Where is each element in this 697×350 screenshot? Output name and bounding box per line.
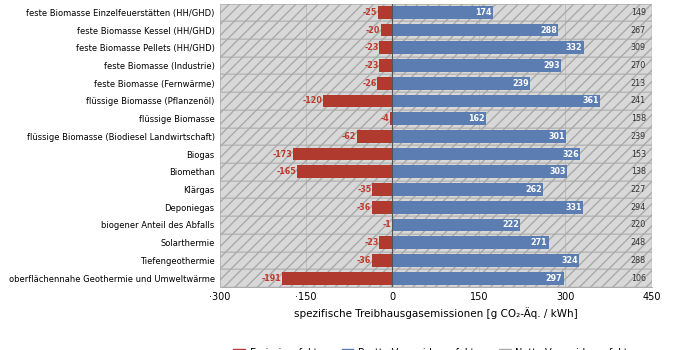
Text: -4: -4 xyxy=(381,114,390,123)
Text: -23: -23 xyxy=(365,238,378,247)
Bar xyxy=(220,163,652,181)
Bar xyxy=(379,41,392,54)
Bar xyxy=(220,4,652,21)
Bar xyxy=(220,75,652,92)
Bar xyxy=(372,254,392,267)
Bar xyxy=(390,112,392,125)
Text: 158: 158 xyxy=(631,114,646,123)
Text: -120: -120 xyxy=(302,97,323,105)
Text: 271: 271 xyxy=(531,238,547,247)
Bar xyxy=(220,269,652,287)
Bar xyxy=(379,59,392,72)
Bar xyxy=(392,148,580,161)
Text: 303: 303 xyxy=(549,167,566,176)
Text: -26: -26 xyxy=(362,79,377,88)
Bar xyxy=(392,41,583,54)
Text: -173: -173 xyxy=(273,149,292,159)
Text: 227: 227 xyxy=(631,185,646,194)
Text: -1: -1 xyxy=(383,220,391,230)
Text: 241: 241 xyxy=(631,97,646,105)
Text: -36: -36 xyxy=(357,203,371,212)
Text: 361: 361 xyxy=(583,97,599,105)
Text: 149: 149 xyxy=(631,8,646,17)
Text: 326: 326 xyxy=(562,149,579,159)
Bar xyxy=(379,236,392,249)
Bar xyxy=(298,166,392,178)
Bar xyxy=(392,94,600,107)
Bar xyxy=(381,24,392,36)
Bar xyxy=(220,216,652,234)
Text: 162: 162 xyxy=(468,114,484,123)
Text: 220: 220 xyxy=(631,220,646,230)
Bar xyxy=(220,127,652,145)
Text: 297: 297 xyxy=(546,274,562,283)
Bar xyxy=(372,183,392,196)
Text: 106: 106 xyxy=(631,274,646,283)
Bar xyxy=(392,130,566,143)
Text: 270: 270 xyxy=(631,61,646,70)
Bar xyxy=(220,21,652,39)
Text: 301: 301 xyxy=(549,132,565,141)
Text: -165: -165 xyxy=(277,167,297,176)
Bar xyxy=(220,92,652,110)
Bar xyxy=(392,59,561,72)
Text: 331: 331 xyxy=(565,203,582,212)
Text: 138: 138 xyxy=(631,167,646,176)
Bar xyxy=(372,201,392,214)
Text: 153: 153 xyxy=(631,149,646,159)
Text: 262: 262 xyxy=(526,185,542,194)
Bar xyxy=(392,6,493,19)
Bar xyxy=(220,181,652,198)
Legend: Emissionsfaktor, Brutto-Vermeidungsfaktor, Netto-Vermeidungsfaktor: Emissionsfaktor, Brutto-Vermeidungsfakto… xyxy=(229,344,642,350)
Text: -35: -35 xyxy=(358,185,372,194)
Bar xyxy=(378,6,392,19)
Bar xyxy=(392,272,564,285)
Text: 213: 213 xyxy=(631,79,646,88)
Bar xyxy=(220,145,652,163)
Text: 239: 239 xyxy=(512,79,529,88)
Text: -25: -25 xyxy=(363,8,378,17)
Text: -20: -20 xyxy=(366,26,381,35)
Text: 267: 267 xyxy=(631,26,646,35)
Bar xyxy=(220,234,652,252)
Bar xyxy=(220,57,652,75)
Text: 309: 309 xyxy=(631,43,646,52)
Text: 294: 294 xyxy=(631,203,646,212)
Bar xyxy=(392,77,530,90)
Text: 222: 222 xyxy=(503,220,519,230)
Bar xyxy=(392,24,558,36)
Bar xyxy=(392,112,486,125)
Text: 332: 332 xyxy=(566,43,583,52)
Text: -36: -36 xyxy=(357,256,371,265)
Text: 293: 293 xyxy=(544,61,560,70)
Bar xyxy=(357,130,392,143)
Text: 288: 288 xyxy=(631,256,646,265)
Text: -23: -23 xyxy=(365,43,378,52)
Text: -62: -62 xyxy=(342,132,356,141)
Bar xyxy=(220,198,652,216)
Bar xyxy=(392,236,549,249)
Bar xyxy=(282,272,392,285)
Bar xyxy=(293,148,392,161)
Text: 174: 174 xyxy=(475,8,491,17)
Bar xyxy=(392,219,521,231)
Bar xyxy=(323,94,392,107)
Text: 239: 239 xyxy=(631,132,646,141)
Bar xyxy=(392,201,583,214)
X-axis label: spezifische Treibhausgasemissionen [g CO₂-Äq. / kWh]: spezifische Treibhausgasemissionen [g CO… xyxy=(293,307,578,319)
Bar xyxy=(392,183,544,196)
Bar xyxy=(220,39,652,57)
Bar xyxy=(220,252,652,269)
Bar xyxy=(392,254,579,267)
Text: -191: -191 xyxy=(262,274,282,283)
Text: -23: -23 xyxy=(365,61,378,70)
Text: 324: 324 xyxy=(561,256,578,265)
Bar xyxy=(392,166,567,178)
Text: 248: 248 xyxy=(631,238,646,247)
Text: 288: 288 xyxy=(540,26,557,35)
Bar xyxy=(220,110,652,127)
Bar xyxy=(378,77,392,90)
